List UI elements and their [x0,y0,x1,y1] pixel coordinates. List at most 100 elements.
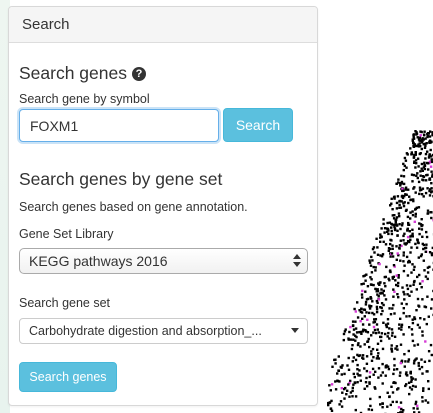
gene-point[interactable] [427,380,430,383]
gene-point[interactable] [341,364,344,367]
gene-point[interactable] [416,176,419,180]
gene-point[interactable] [395,216,399,219]
gene-point[interactable] [403,264,406,267]
gene-point[interactable] [391,255,395,258]
gene-point[interactable] [423,318,426,321]
gene-point[interactable] [402,333,405,336]
gene-point[interactable] [359,354,362,357]
gene-point[interactable] [391,331,394,334]
gene-point[interactable] [387,331,390,335]
library-select[interactable]: KEGG pathways 2016 [19,248,308,274]
gene-point[interactable] [382,218,385,221]
gene-point[interactable] [429,130,432,133]
gene-point[interactable] [405,371,408,374]
gene-point[interactable] [407,360,410,363]
gene-point[interactable] [422,195,425,198]
gene-point[interactable] [400,182,404,185]
gene-point[interactable] [412,199,415,203]
gene-point[interactable] [413,153,416,157]
gene-point[interactable] [405,166,408,169]
gene-point[interactable] [375,308,379,311]
gene-point[interactable] [328,384,331,387]
gene-point[interactable] [421,235,424,238]
gene-point[interactable] [400,325,403,328]
gene-point[interactable] [381,362,384,366]
gene-point[interactable] [364,300,368,304]
gene-point[interactable] [424,305,428,309]
gene-point[interactable] [354,395,358,398]
gene-point[interactable] [384,323,388,326]
gene-point[interactable] [372,373,375,376]
gene-point[interactable] [428,265,431,269]
gene-point[interactable] [376,355,379,358]
gene-point[interactable] [370,305,373,308]
gene-point[interactable] [426,209,430,212]
gene-point[interactable] [422,243,426,247]
gene-point[interactable] [393,357,396,361]
gene-point[interactable] [379,374,383,377]
gene-point[interactable] [387,277,390,280]
gene-point[interactable] [405,255,409,259]
gene-point[interactable] [414,215,417,218]
gene-point[interactable] [393,335,397,338]
gene-point[interactable] [413,411,416,413]
gene-point[interactable] [371,247,375,251]
gene-point[interactable] [407,358,411,361]
gene-point[interactable] [347,383,350,386]
gene-point[interactable] [334,380,337,383]
gene-point[interactable] [373,386,376,389]
gene-point[interactable] [429,188,432,191]
gene-point[interactable] [360,293,364,296]
gene-point[interactable] [351,386,354,390]
gene-point[interactable] [393,368,396,371]
gene-point[interactable] [346,389,349,392]
gene-point[interactable] [374,370,377,373]
gene-point[interactable] [431,175,433,178]
gene-point[interactable] [379,233,382,236]
gene-point[interactable] [331,365,334,368]
gene-point[interactable] [370,359,374,362]
gene-point[interactable] [334,362,337,365]
gene-point[interactable] [380,335,383,339]
gene-point[interactable] [356,343,360,347]
gene-point[interactable] [377,376,380,379]
gene-point[interactable] [421,169,424,172]
gene-point[interactable] [359,374,362,377]
gene-point[interactable] [352,356,355,359]
gene-point[interactable] [402,204,406,208]
gene-point[interactable] [421,400,424,403]
gene-point[interactable] [418,326,421,329]
gene-point[interactable] [403,201,406,204]
gene-point[interactable] [395,207,399,210]
gene-point[interactable] [427,168,430,171]
gene-point[interactable] [386,221,389,225]
gene-point[interactable] [403,195,406,198]
gene-point[interactable] [431,134,433,137]
gene-point[interactable] [421,175,425,178]
gene-point[interactable] [430,216,433,220]
gene-point[interactable] [431,173,433,176]
gene-point[interactable] [388,247,392,251]
gene-point[interactable] [409,284,412,288]
gene-point[interactable] [410,234,413,237]
gene-point[interactable] [360,311,364,314]
gene-point[interactable] [404,243,407,246]
gene-point[interactable] [381,371,384,374]
gene-point[interactable] [399,239,402,242]
gene-point[interactable] [415,132,419,135]
gene-point[interactable] [428,194,432,197]
gene-point[interactable] [396,284,400,288]
gene-point[interactable] [380,255,384,258]
gene-point[interactable] [361,289,364,293]
gene-point[interactable] [390,202,393,205]
gene-point[interactable] [405,302,408,306]
gene-point[interactable] [377,298,381,301]
gene-point[interactable] [364,279,367,282]
gene-point[interactable] [416,136,419,139]
gene-point[interactable] [397,181,400,184]
gene-point[interactable] [395,218,398,221]
gene-point[interactable] [420,224,423,228]
gene-point[interactable] [388,307,391,310]
gene-point[interactable] [425,142,428,145]
gene-point[interactable] [420,147,423,151]
